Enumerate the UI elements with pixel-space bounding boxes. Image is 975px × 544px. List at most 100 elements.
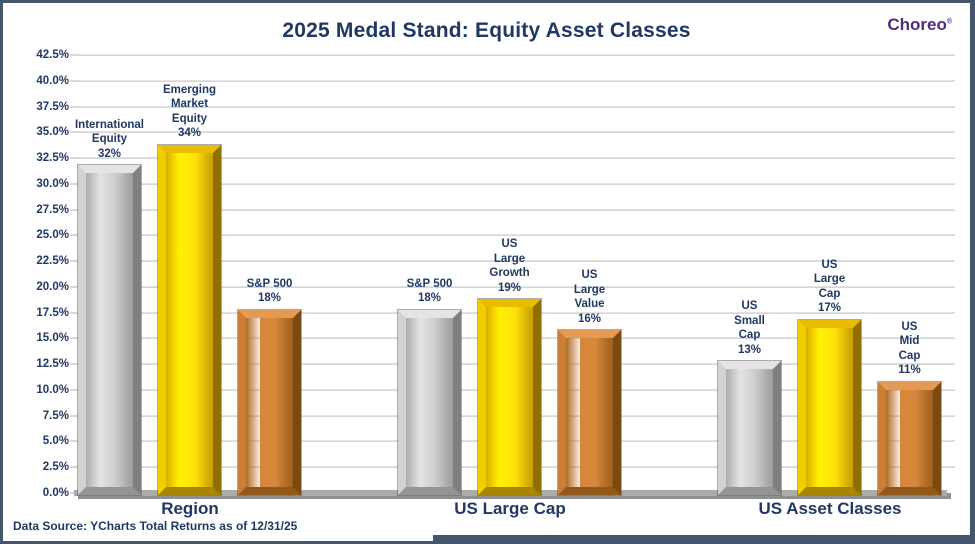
axis-tick [70, 105, 78, 108]
gridline [78, 208, 955, 211]
bar-label-emerging-market-equity: Emerging Market Equity 34% [138, 83, 242, 141]
silver-bar-s-p-500 [398, 309, 461, 495]
bronze-bar-us-mid-cap [878, 381, 941, 495]
bronze-bar-s-p-500 [238, 309, 301, 495]
y-tick-label: 7.5% [42, 409, 69, 422]
axis-tick [70, 234, 78, 237]
gridline [78, 260, 955, 263]
y-tick-label: 5.0% [42, 435, 69, 448]
bar-label-line: 18% [257, 292, 282, 304]
medal-group-us-asset-classes: US Small Cap 13% US Large Cap 17% US Mid Cap 11% US … [718, 259, 942, 518]
axis-tick [70, 131, 78, 134]
silver-bar-international-equity [78, 165, 141, 495]
y-tick-label: 25.0% [36, 229, 69, 242]
bar-wrap-us-large-cap: US Large Cap 17% [798, 259, 861, 495]
bar-label-line: Growth [489, 267, 530, 280]
y-tick-label: 17.5% [36, 306, 69, 319]
axis-tick [70, 260, 78, 263]
bar-label-line: US [901, 320, 918, 333]
silver-bar-us-small-cap [718, 361, 781, 495]
gridline [78, 54, 955, 56]
y-tick-label: 12.5% [36, 358, 69, 371]
y-tick-label: 2.5% [42, 461, 69, 474]
bar-label-line: 32% [97, 147, 122, 160]
bar-label-line: 18% [417, 292, 442, 304]
bar-label-us-small-cap: US Small Cap 13% [698, 299, 802, 357]
bar-label-line: S&P 500 [406, 277, 453, 290]
bar-label-line: Equity [171, 112, 208, 125]
category-label-region: Region [161, 499, 219, 518]
bar-label-s-p-500: S&P 500 18% [378, 277, 482, 306]
bar-label-line: 13% [737, 343, 762, 356]
axis-tick [70, 337, 78, 340]
bar-label-us-mid-cap: US Mid Cap 11% [858, 320, 962, 378]
bar-label-line: Market [170, 98, 209, 111]
data-source-note: Data Source: YCharts Total Returns as of… [13, 519, 298, 533]
bar-label-line: 17% [817, 302, 842, 315]
y-tick-label: 30.0% [36, 177, 69, 190]
bar-label-line: International [74, 118, 144, 131]
axis-tick [70, 208, 78, 211]
axis-tick [70, 54, 78, 56]
category-label-us-large-cap: US Large Cap [454, 499, 566, 518]
bar-label-line: Emerging [162, 83, 217, 96]
bar-label-international-equity: International Equity 32% [58, 118, 162, 162]
bar-label-line: US [821, 258, 838, 271]
choreo-logo: Choreo® [887, 15, 952, 35]
bar-wrap-emerging-market-equity: Emerging Market Equity 34% [158, 84, 221, 495]
y-tick-label: 40.0% [36, 74, 69, 87]
bar-label-line: Cap [818, 287, 841, 300]
bar-wrap-us-large-growth: US Large Growth 19% [478, 238, 541, 495]
gridline [78, 285, 955, 288]
bar-label-line: US [581, 269, 598, 282]
gridline [78, 105, 955, 108]
bar-wrap-international-equity: International Equity 32% [75, 119, 144, 495]
bar-label-line: 16% [577, 312, 602, 325]
bar-label-us-large-value: US Large Value 16% [538, 268, 642, 326]
medal-group-us-large-cap: S&P 500 18% US Large Growth 19% US Large Value 16… [398, 238, 622, 518]
bar-wrap-us-mid-cap: US Mid Cap 11% [878, 321, 941, 495]
bar-label-line: Large [573, 283, 606, 296]
bar-wrap-s-p-500: S&P 500 18% [238, 278, 301, 495]
bar-label-line: US [741, 300, 758, 313]
bar-wrap-us-large-value: US Large Value 16% [558, 269, 621, 495]
medal-group-region: International Equity 32% Emerging Market Equi… [75, 84, 302, 518]
chart-title: 2025 Medal Stand: Equity Asset Classes [282, 19, 691, 42]
y-tick-label: 0.0% [42, 487, 69, 499]
gold-bar-us-large-growth [478, 299, 541, 495]
bar-label-line: 34% [177, 127, 202, 140]
gridline [78, 131, 955, 134]
y-tick-label: 20.0% [36, 280, 69, 293]
bar-label-line: Small [734, 314, 765, 327]
y-tick-label: 27.5% [36, 203, 69, 216]
category-label-us-asset-classes: US Asset Classes [758, 499, 902, 518]
bar-label-s-p-500: S&P 500 18% [218, 277, 322, 306]
bar-label-line: Large [813, 273, 846, 286]
bar-label-line: 11% [898, 364, 921, 377]
axis-tick [70, 157, 78, 160]
axis-tick [70, 466, 78, 469]
bar-label-line: Equity [91, 133, 128, 146]
bar-label-us-large-cap: US Large Cap 17% [778, 258, 882, 316]
registered-mark: ® [946, 18, 952, 26]
choreo-logo-text: Choreo [887, 15, 947, 34]
y-tick-label: 32.5% [36, 152, 69, 165]
y-tick-label: 22.5% [36, 255, 69, 268]
gold-bar-us-large-cap [798, 319, 861, 495]
bar-label-line: US [501, 238, 518, 251]
y-tick-label: 10.0% [36, 383, 69, 396]
bar-wrap-us-small-cap: US Small Cap 13% [718, 300, 781, 495]
axis-tick [70, 440, 78, 443]
bar-label-line: Large [493, 252, 526, 265]
y-tick-label: 37.5% [36, 100, 69, 113]
y-tick-label: 15.0% [36, 332, 69, 345]
bar-label-line: S&P 500 [246, 277, 293, 290]
bar-label-line: 19% [497, 281, 522, 294]
plot-area: International Equity 32% Emerging Market Equi… [70, 54, 955, 518]
y-axis: 0.0% 2.5% 5.0% 7.5% 10.0% 12.5% 15.0% 17.5% 20.0… [3, 49, 69, 499]
gridline [78, 234, 955, 237]
gold-bar-emerging-market-equity [158, 144, 221, 495]
bar-label-line: Value [574, 298, 605, 311]
bar-label-line: Cap [898, 349, 921, 362]
